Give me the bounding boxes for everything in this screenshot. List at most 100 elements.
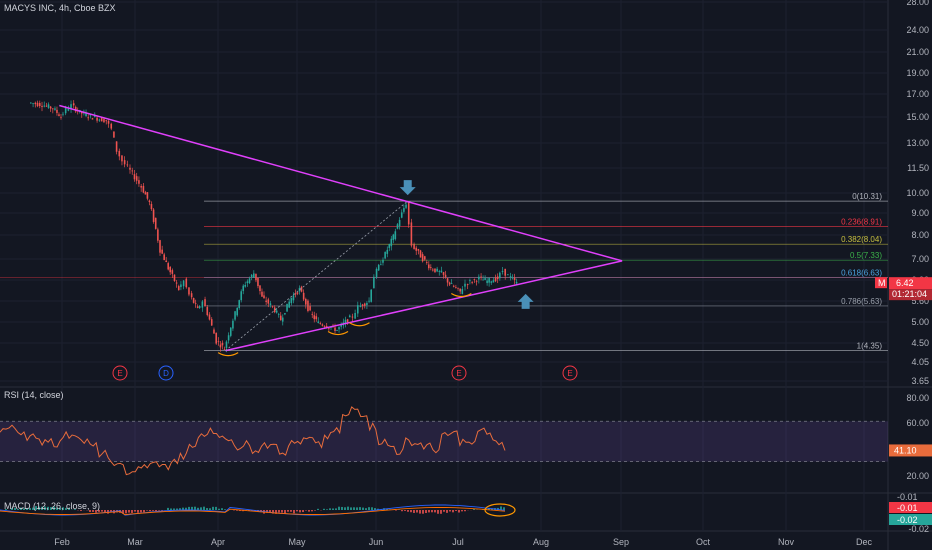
macd-histogram-bar (302, 510, 304, 513)
macd-histogram-bar (44, 506, 46, 510)
candle-body (494, 277, 497, 282)
macd-histogram-bar (206, 508, 208, 510)
macd-histogram-bar (419, 510, 421, 514)
macd-histogram-bar (452, 510, 454, 513)
pivot-arc (349, 322, 370, 327)
candle-body (370, 289, 372, 302)
candle-body (167, 263, 169, 270)
candle-body (277, 313, 280, 315)
candle-body (279, 315, 282, 321)
candle-body (248, 278, 251, 284)
candle-body (398, 219, 401, 227)
last-price-tag (889, 277, 932, 290)
candle-body (227, 335, 230, 341)
candle-body (85, 113, 87, 117)
macd-histogram-bar (14, 507, 16, 510)
candle-body (123, 160, 126, 165)
macd-histogram-bar (182, 507, 184, 510)
candle-body (457, 287, 459, 289)
macd-histogram-bar (443, 510, 445, 512)
macd-histogram-bar (305, 510, 307, 511)
candle-body (323, 326, 326, 328)
candle-body (390, 238, 393, 247)
macd-histogram-bar (128, 510, 130, 513)
event-circle (562, 365, 578, 381)
event-letter: E (456, 369, 461, 378)
macd-histogram-bar (449, 510, 451, 512)
macd-histogram-bar (488, 508, 490, 510)
candle-body (288, 301, 290, 308)
candle-body (171, 270, 174, 274)
candle-body (80, 111, 83, 114)
fib-level-label: 0.786(5.63) (841, 297, 882, 306)
candle-body (89, 114, 92, 116)
macd-histogram-bar (221, 508, 223, 510)
macd-histogram-bar (335, 508, 337, 510)
macd-histogram-bar (170, 508, 172, 510)
macd-histogram-bar (416, 510, 418, 513)
candle-body (196, 306, 199, 308)
price-axis-label: 4.50 (911, 338, 929, 348)
macd-histogram-bar (500, 506, 502, 510)
candle-body (190, 293, 193, 298)
macd-histogram-bar (38, 506, 40, 510)
macd-histogram-bar (293, 510, 295, 514)
candle-body (91, 118, 94, 120)
candle-body (396, 224, 399, 229)
candle-body (438, 270, 441, 272)
time-axis-label: Apr (211, 537, 225, 547)
candle-body (194, 302, 197, 304)
candle-body (140, 186, 142, 188)
pivot-arc (217, 352, 239, 357)
macd-histogram-bar (272, 510, 274, 514)
fibonacci-retracement: 0(10.31) 0.236(8.91) 0.382(8.04) 0.5(7.33) 0… (0, 192, 888, 351)
event-marker: E (562, 365, 578, 381)
candle-body (118, 150, 121, 157)
fib-level-label: 0.382(8.04) (841, 235, 882, 244)
macd-histogram-bar (98, 510, 100, 512)
macd-histogram-bar (422, 510, 424, 514)
candle-body (269, 303, 272, 305)
candle-body (144, 192, 147, 195)
price-axis-label: 28.00 (906, 0, 929, 7)
macd-histogram-bar (62, 507, 64, 510)
candle-body (419, 250, 422, 258)
price-axis-label: 13.00 (906, 138, 929, 148)
time-axis-label: May (288, 537, 306, 547)
macd-histogram-bar (473, 509, 475, 510)
candle-body (250, 274, 253, 277)
candle-body (501, 271, 504, 273)
candle-body (255, 273, 257, 281)
candle-body (217, 341, 220, 343)
macd-histogram-bar (374, 508, 376, 510)
macd-histogram-bar (368, 507, 370, 510)
macd-histogram-bar (407, 510, 409, 512)
macd-value: -0.01 (897, 492, 918, 502)
candle-body (240, 291, 243, 301)
drawings (59, 104, 623, 357)
macd-histogram-bar (11, 508, 13, 510)
candle-body (421, 254, 424, 262)
candle-body (448, 282, 451, 285)
candle-body (253, 273, 255, 278)
candle-body (499, 272, 501, 279)
macd-highlight-ellipse (484, 503, 516, 517)
candle-body (380, 264, 382, 266)
macd-histogram-bar (350, 507, 352, 510)
candle-body (515, 281, 518, 284)
rsi-band (0, 421, 888, 462)
price-axis-label: 11.50 (907, 163, 929, 173)
macd-histogram-bar (353, 507, 355, 510)
macd-histogram-bar (104, 510, 106, 513)
candle-body (45, 105, 48, 107)
macd-histogram-bar (440, 510, 442, 514)
candle-body (238, 300, 241, 309)
fib-level-label: 0.5(7.33) (850, 251, 882, 260)
macd-histogram-bar (224, 509, 226, 510)
candle-body (98, 119, 101, 121)
candle-body (363, 303, 366, 306)
candle-body (148, 200, 151, 203)
event-letter: E (567, 369, 572, 378)
